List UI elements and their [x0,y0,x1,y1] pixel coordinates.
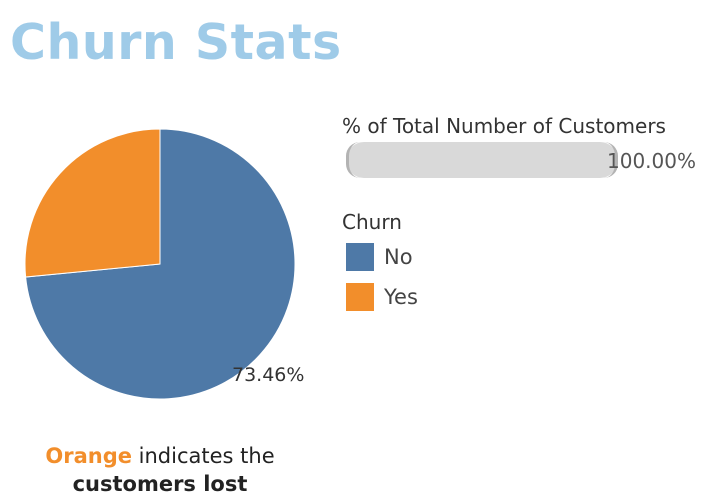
percent-range-slider[interactable] [346,142,618,178]
legend-item-no[interactable]: No [346,243,413,271]
dashboard-title: Churn Stats [10,14,342,71]
legend-swatch-no [346,243,374,271]
legend-label-yes: Yes [384,285,418,309]
legend-swatch-yes [346,283,374,311]
legend-item-yes[interactable]: Yes [346,283,418,311]
slider-value: 100.00% [607,149,696,173]
pie-label-no: 73.46% [232,364,305,386]
filter-title: % of Total Number of Customers [342,114,666,138]
caption-text: indicates the [131,444,275,468]
legend-label-no: No [384,245,413,269]
legend-title: Churn [342,210,402,234]
caption-highlight: Orange [45,444,132,468]
caption-bold: customers lost [72,472,248,496]
slider-handle-right[interactable] [604,142,618,178]
pie-slice-yes[interactable] [24,128,161,278]
slider-handle-left[interactable] [346,142,360,178]
caption: Orange indicates the customers lost [0,442,320,498]
